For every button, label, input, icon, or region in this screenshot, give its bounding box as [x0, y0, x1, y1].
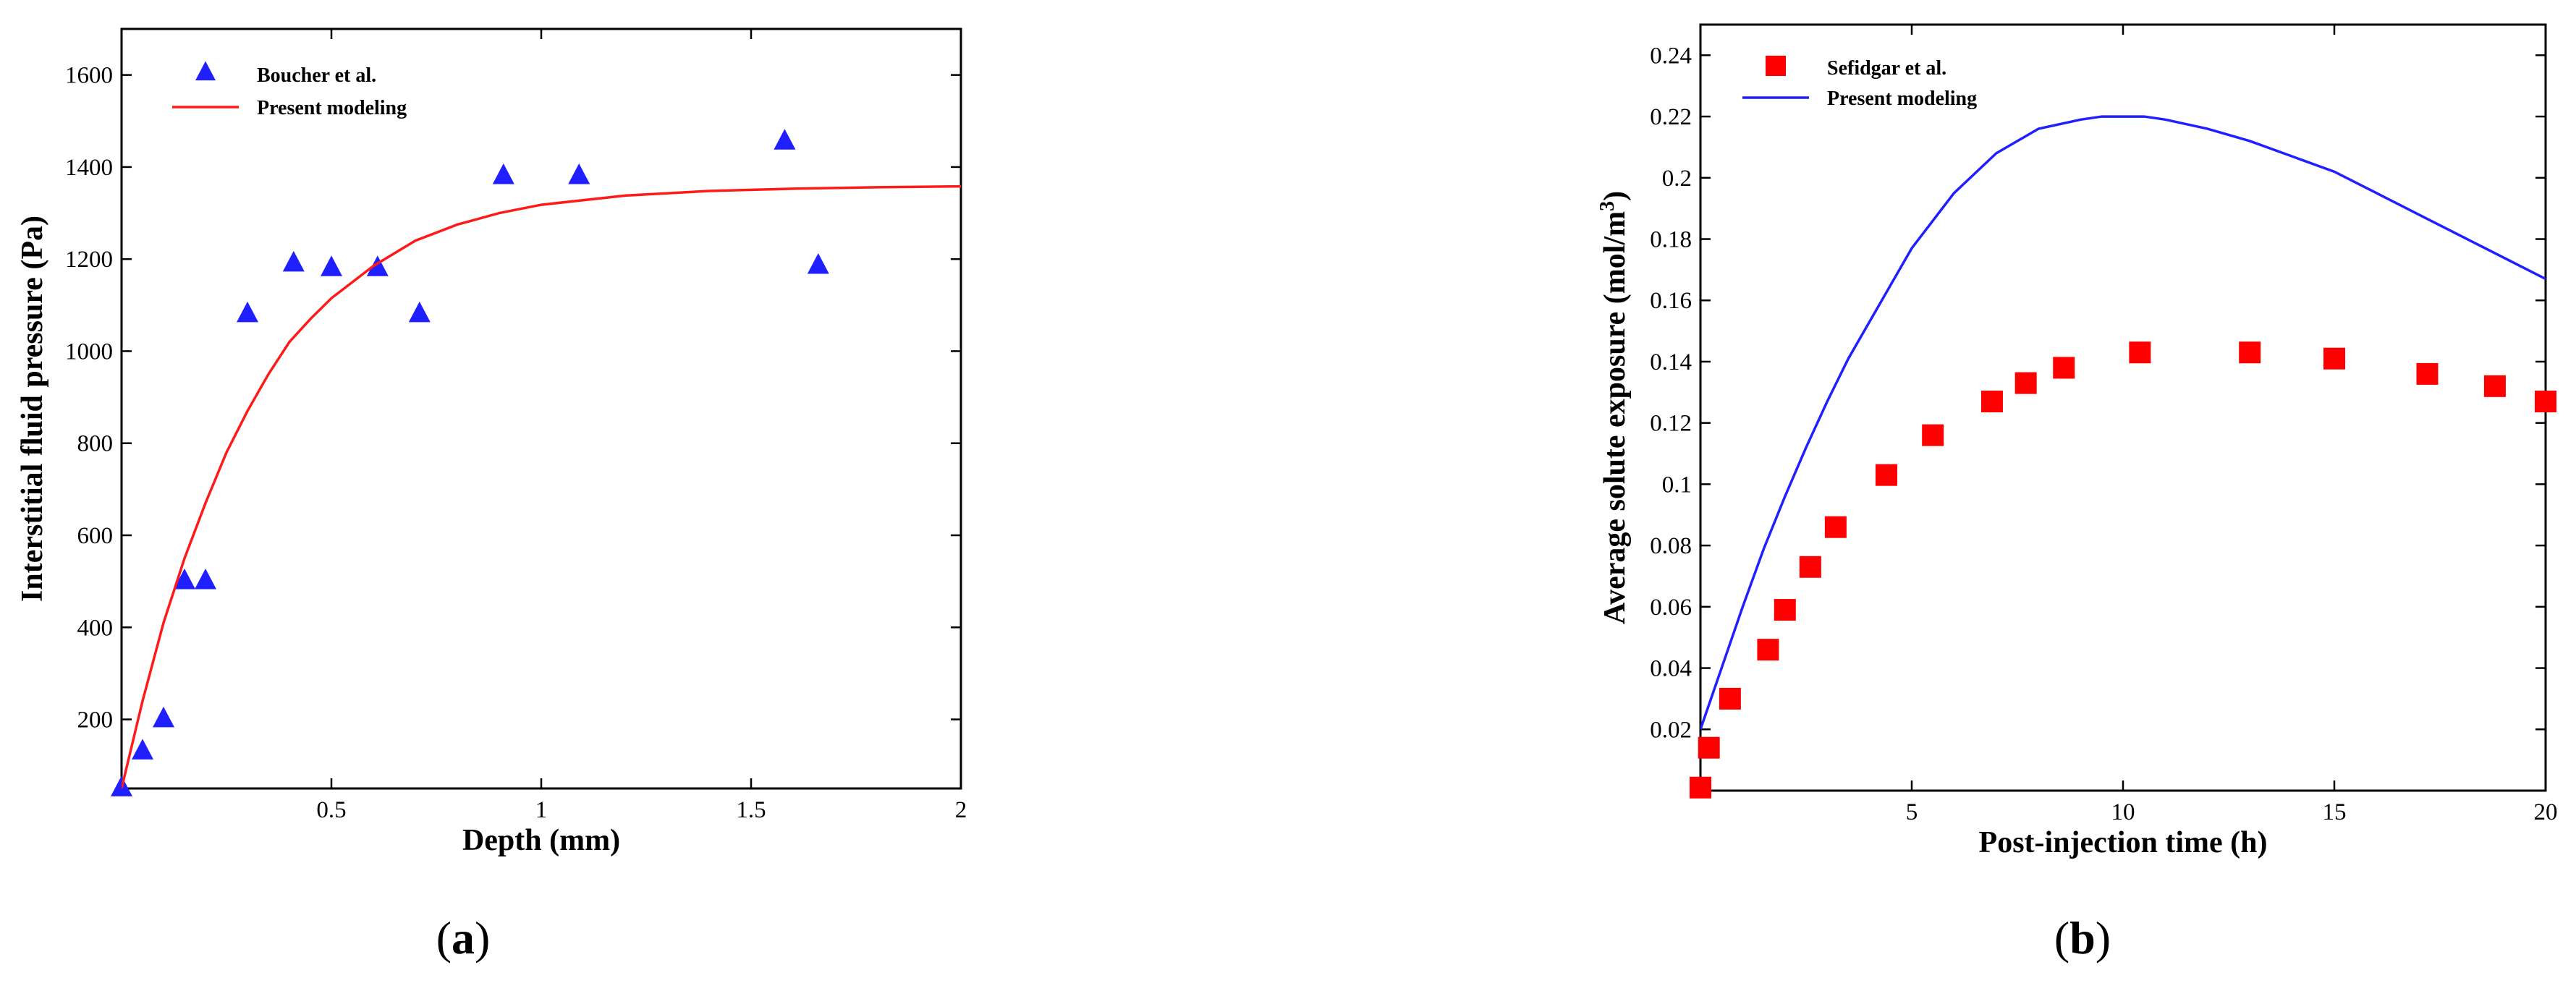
- x-axis-title: Depth (mm): [462, 824, 620, 857]
- panel-label-b: (b): [2054, 912, 2111, 964]
- y-tick-label: 1600: [65, 63, 113, 89]
- legend-label: Boucher et al.: [257, 64, 376, 87]
- y-tick-label: 1400: [65, 155, 113, 181]
- data-point: [2014, 372, 2037, 394]
- x-axis-title: Post-injection time (h): [1979, 826, 2268, 859]
- x-tick-label: 20: [2534, 799, 2558, 825]
- chart-panel-a: 0.5 1 1.5 2 200 400 600 800 1000 1200 1400 1600 Dept…: [16, 27, 967, 857]
- plot-frame: [1699, 23, 2547, 792]
- panel-label-letter: b: [2069, 912, 2096, 964]
- data-point: [408, 301, 431, 323]
- legend-marker-swatch: [195, 61, 216, 81]
- legend-label: Present modeling: [1827, 88, 1977, 110]
- data-point: [1690, 776, 1711, 799]
- y-tick-label: 0.2: [1662, 166, 1692, 192]
- y-tick-label: 400: [77, 615, 114, 641]
- x-tick-label: 1.5: [736, 797, 766, 823]
- series-line-1: [122, 184, 961, 788]
- data-point: [132, 739, 153, 760]
- y-tick-label: 1200: [65, 247, 113, 273]
- y-tick-label: 0.24: [1650, 43, 1692, 69]
- chart-panel-b: 5 10 15 20 0.02 0.04 0.06 0.08 0.1 0.12 0.14 0.16 0.…: [1596, 23, 2558, 859]
- y-tick-label: 800: [77, 431, 114, 457]
- data-point: [2416, 362, 2439, 385]
- data-point: [2053, 357, 2075, 379]
- x-tick-label: 15: [2323, 799, 2347, 825]
- y-tick-label: 0.1: [1662, 472, 1692, 498]
- data-point: [174, 568, 195, 590]
- y-tick-label: 0.02: [1650, 717, 1692, 743]
- data-point: [282, 250, 305, 272]
- data-point: [2129, 341, 2151, 364]
- y-tick-label: 0.12: [1650, 411, 1692, 437]
- data-point: [1922, 424, 1944, 446]
- y-tick-label: 200: [77, 707, 114, 733]
- data-point: [1799, 556, 1821, 578]
- x-tick-label: 2: [955, 797, 967, 823]
- y-tick-label: 600: [77, 523, 114, 549]
- y-tick-label: 0.06: [1650, 595, 1692, 621]
- panel-label-a: (a): [436, 912, 491, 964]
- y-axis-title-suffix: ): [1598, 191, 1632, 201]
- data-point: [1757, 639, 1779, 661]
- data-point: [237, 301, 258, 323]
- y-axis-title: Average solute exposure (mol/m3): [1596, 191, 1632, 624]
- x-tick-label: 1: [535, 797, 548, 823]
- x-tick-label: 0.5: [316, 797, 346, 823]
- data-point: [807, 253, 829, 274]
- y-tick-label: 0.04: [1650, 656, 1692, 682]
- y-tick-label: 0.16: [1650, 288, 1692, 314]
- data-point: [2483, 375, 2506, 397]
- data-point: [2535, 391, 2556, 413]
- data-point: [1698, 736, 1720, 759]
- data-point: [2323, 347, 2345, 370]
- data-point: [366, 255, 389, 276]
- x-tick-label: 10: [2111, 799, 2135, 825]
- x-tick-label: 5: [1906, 799, 1918, 825]
- y-tick-label: 1000: [65, 339, 113, 365]
- data-point: [153, 706, 174, 728]
- data-point: [1875, 464, 1897, 486]
- legend-marker-swatch: [1766, 56, 1786, 76]
- data-point: [2239, 341, 2261, 364]
- y-axis-title-superscript: 3: [1596, 201, 1619, 211]
- data-point: [568, 163, 590, 184]
- data-point: [195, 568, 216, 590]
- data-point: [1719, 687, 1741, 710]
- data-point: [1824, 516, 1847, 538]
- data-point: [492, 163, 514, 184]
- data-point: [1980, 391, 2003, 413]
- data-point: [1774, 599, 1796, 621]
- panel-label-letter: a: [452, 912, 475, 964]
- y-tick-label: 0.18: [1650, 227, 1692, 253]
- legend-label: Present modeling: [257, 97, 407, 119]
- y-axis-title: Interstitial fluid pressure (Pa): [16, 216, 49, 602]
- series-line-1: [1700, 115, 2546, 730]
- y-tick-label: 0.08: [1650, 533, 1692, 559]
- y-tick-label: 0.14: [1650, 349, 1692, 375]
- y-tick-label: 0.22: [1650, 104, 1692, 130]
- data-point: [774, 129, 796, 150]
- legend-label: Sefidgar et al.: [1827, 57, 1946, 80]
- data-point: [321, 255, 342, 276]
